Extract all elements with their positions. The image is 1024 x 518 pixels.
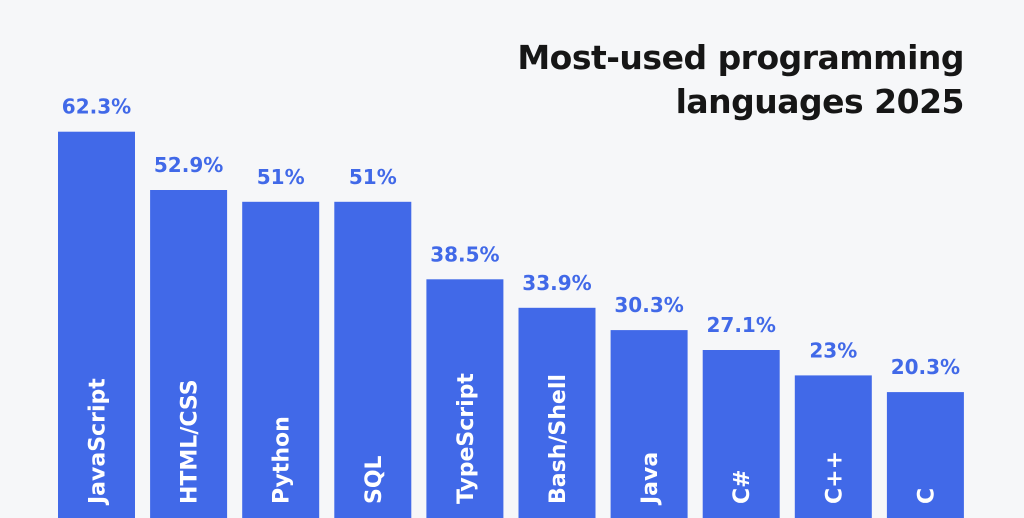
category-label: C++ xyxy=(822,451,847,504)
chart-title-line-2: languages 2025 xyxy=(675,82,965,121)
bar-bash-shell xyxy=(518,307,596,518)
bar-html-css xyxy=(150,190,228,518)
bar-typescript xyxy=(426,279,504,518)
value-label: 51% xyxy=(349,165,397,189)
category-label: SQL xyxy=(362,455,387,504)
category-label: C xyxy=(914,488,939,504)
value-label: 33.9% xyxy=(522,271,591,295)
bar-python xyxy=(242,201,320,518)
chart-title-line-1: Most-used programming xyxy=(517,38,964,77)
value-label: 27.1% xyxy=(707,313,776,337)
value-label: 62.3% xyxy=(62,95,131,119)
bar-sql xyxy=(334,201,412,518)
category-label: TypeScript xyxy=(454,373,479,504)
category-label: C# xyxy=(730,469,755,504)
value-label: 38.5% xyxy=(430,242,499,266)
category-label: JavaScript xyxy=(86,378,111,506)
bar-c- xyxy=(702,350,780,518)
value-label: 23% xyxy=(809,338,857,362)
category-label: Java xyxy=(638,452,663,506)
value-label: 52.9% xyxy=(154,153,223,177)
category-label: Bash/Shell xyxy=(546,374,571,504)
value-label: 30.3% xyxy=(614,293,683,317)
chart-title: Most-used programming languages 2025 xyxy=(494,36,964,124)
value-label: 51% xyxy=(257,165,305,189)
category-label: HTML/CSS xyxy=(178,379,203,504)
bar-javascript xyxy=(58,131,135,518)
category-label: Python xyxy=(270,416,295,504)
value-label: 20.3% xyxy=(891,355,960,379)
bar-java xyxy=(610,330,688,518)
bar-c- xyxy=(794,375,872,518)
bar-c xyxy=(886,392,964,518)
